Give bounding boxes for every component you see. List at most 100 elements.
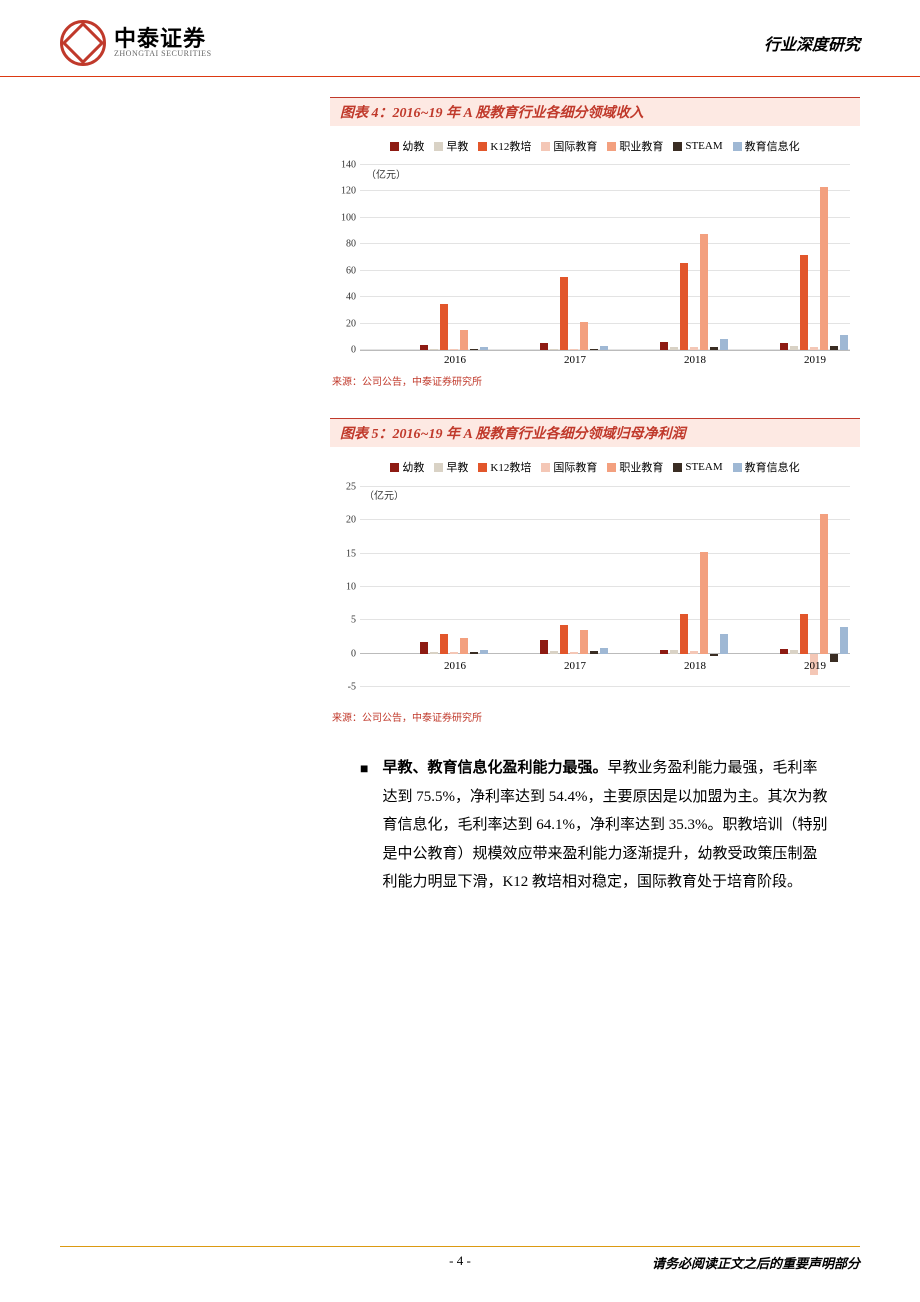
legend-swatch [434,142,443,151]
bar [450,349,458,350]
bar [700,234,708,350]
bar [710,347,718,350]
x-tick-label: 2018 [684,660,706,672]
paragraph-body: 早教业务盈利能力最强，毛利率达到 75.5%，净利率达到 54.4%，主要原因是… [382,760,827,890]
legend-swatch [390,142,399,151]
bar [580,630,588,653]
logo-icon [60,20,106,66]
logo-text-en: ZHONGTAI SECURITIES [114,50,212,58]
legend-swatch [390,463,399,472]
bar [470,652,478,653]
chart-5-title: 图表 5：2016~19 年 A 股教育行业各细分领域归母净利润 [330,418,860,447]
bar-group [540,277,608,350]
bar [780,649,788,654]
bullet-icon: ■ [360,757,368,897]
bar [430,349,438,350]
bar [420,345,428,350]
legend-label: 幼教 [402,459,424,475]
y-tick-label: -5 [330,682,356,693]
y-tick-label: 20 [330,515,356,526]
legend-swatch [733,142,742,151]
bar [690,651,698,654]
legend-item: 教育信息化 [733,138,800,154]
y-tick-label: 20 [330,318,356,329]
bar [820,514,828,654]
bar [700,552,708,653]
legend-swatch [607,463,616,472]
chart-4-title: 图表 4：2016~19 年 A 股教育行业各细分领域收入 [330,97,860,126]
y-tick-label: 0 [330,648,356,659]
bar [660,650,668,654]
bar [560,625,568,654]
bar [450,652,458,653]
bar [710,654,718,656]
legend-item: STEAM [673,459,722,475]
chart-4-plot: 0204060801001201402016201720182019 [360,166,850,351]
bar [680,263,688,350]
legend-swatch [478,142,487,151]
bar [840,627,848,654]
bar [660,342,668,350]
legend-label: 职业教育 [619,138,663,154]
bar-group [780,187,848,350]
legend-label: 早教 [446,459,468,475]
legend-label: 职业教育 [619,459,663,475]
legend-label: 国际教育 [553,459,597,475]
bar [550,349,558,350]
y-tick-label: 140 [330,160,356,171]
bar [480,650,488,654]
bar [670,347,678,350]
bar [570,652,578,654]
bar [470,349,478,350]
bar [680,614,688,654]
logo-text-cn: 中泰证券 [114,28,212,50]
bar [840,335,848,350]
bar-group [420,304,488,350]
y-tick-label: 80 [330,239,356,250]
x-tick-label: 2019 [804,660,826,672]
x-tick-label: 2016 [444,660,466,672]
bar [420,642,428,653]
legend-swatch [673,142,682,151]
bar [550,651,558,654]
chart-5: 图表 5：2016~19 年 A 股教育行业各细分领域归母净利润 幼教 早教 K12… [330,418,860,724]
legend-label: 国际教育 [553,138,597,154]
logo: 中泰证券 ZHONGTAI SECURITIES [60,20,212,66]
paragraph: ■ 早教、教育信息化盈利能力最强。早教业务盈利能力最强，毛利率达到 75.5%，… [360,754,830,897]
legend-label: 教育信息化 [745,459,800,475]
legend-label: STEAM [685,461,722,473]
legend-item: 职业教育 [607,138,663,154]
legend-swatch [607,142,616,151]
x-tick-label: 2017 [564,660,586,672]
bar [540,343,548,350]
bar [480,347,488,350]
y-tick-label: 60 [330,265,356,276]
bar [600,648,608,653]
legend-swatch [673,463,682,472]
bar [720,634,728,654]
legend-item: 国际教育 [541,459,597,475]
y-tick-label: 5 [330,615,356,626]
x-tick-label: 2017 [564,354,586,366]
bar [580,322,588,350]
bar [460,638,468,653]
legend-label: 教育信息化 [745,138,800,154]
legend-swatch [434,463,443,472]
bar [440,304,448,350]
bar [600,346,608,350]
legend-label: K12教培 [490,459,531,475]
legend-label: K12教培 [490,138,531,154]
chart-5-plot: -505101520252016201720182019 [360,487,850,687]
x-tick-label: 2018 [684,354,706,366]
legend-swatch [541,142,550,151]
y-tick-label: 0 [330,345,356,356]
legend-item: 早教 [434,138,468,154]
bar [810,347,818,350]
paragraph-lead: 早教、教育信息化盈利能力最强。 [382,760,607,776]
legend-item: STEAM [673,138,722,154]
legend-swatch [733,463,742,472]
legend-label: 幼教 [402,138,424,154]
bar [590,651,598,654]
bar [440,634,448,654]
legend-item: 幼教 [390,459,424,475]
